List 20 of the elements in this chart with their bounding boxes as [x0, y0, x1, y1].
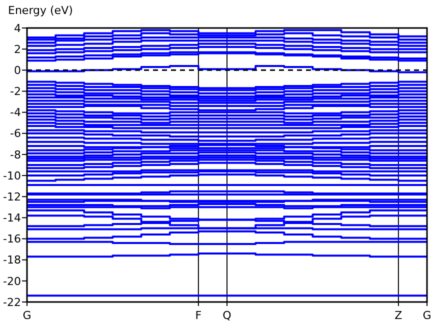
y-tick-label: -4 [10, 106, 21, 120]
y-tick-label: -18 [3, 254, 21, 267]
y-tick-label: -22 [3, 296, 21, 309]
x-tick-label: F [195, 309, 202, 322]
y-tick-label: -10 [3, 169, 21, 182]
y-tick-label: 0 [14, 64, 21, 78]
y-tick-label: 2 [14, 42, 21, 56]
y-tick-label: -14 [3, 212, 21, 225]
y-axis-title: Energy (eV) [8, 4, 73, 17]
x-tick-label: Q [222, 309, 232, 322]
y-tick-label: -12 [3, 190, 21, 204]
y-tick-label: -8 [10, 148, 21, 162]
y-tick-label: -2 [10, 85, 21, 98]
y-tick-label: -16 [3, 232, 21, 246]
y-tick-label: -6 [10, 127, 21, 140]
x-tick-label: G [22, 309, 32, 322]
x-tick-label: G [422, 309, 432, 322]
x-tick-label: Z [394, 309, 403, 322]
y-tick-label: -20 [3, 274, 21, 288]
y-tick-label: 4 [14, 22, 21, 35]
